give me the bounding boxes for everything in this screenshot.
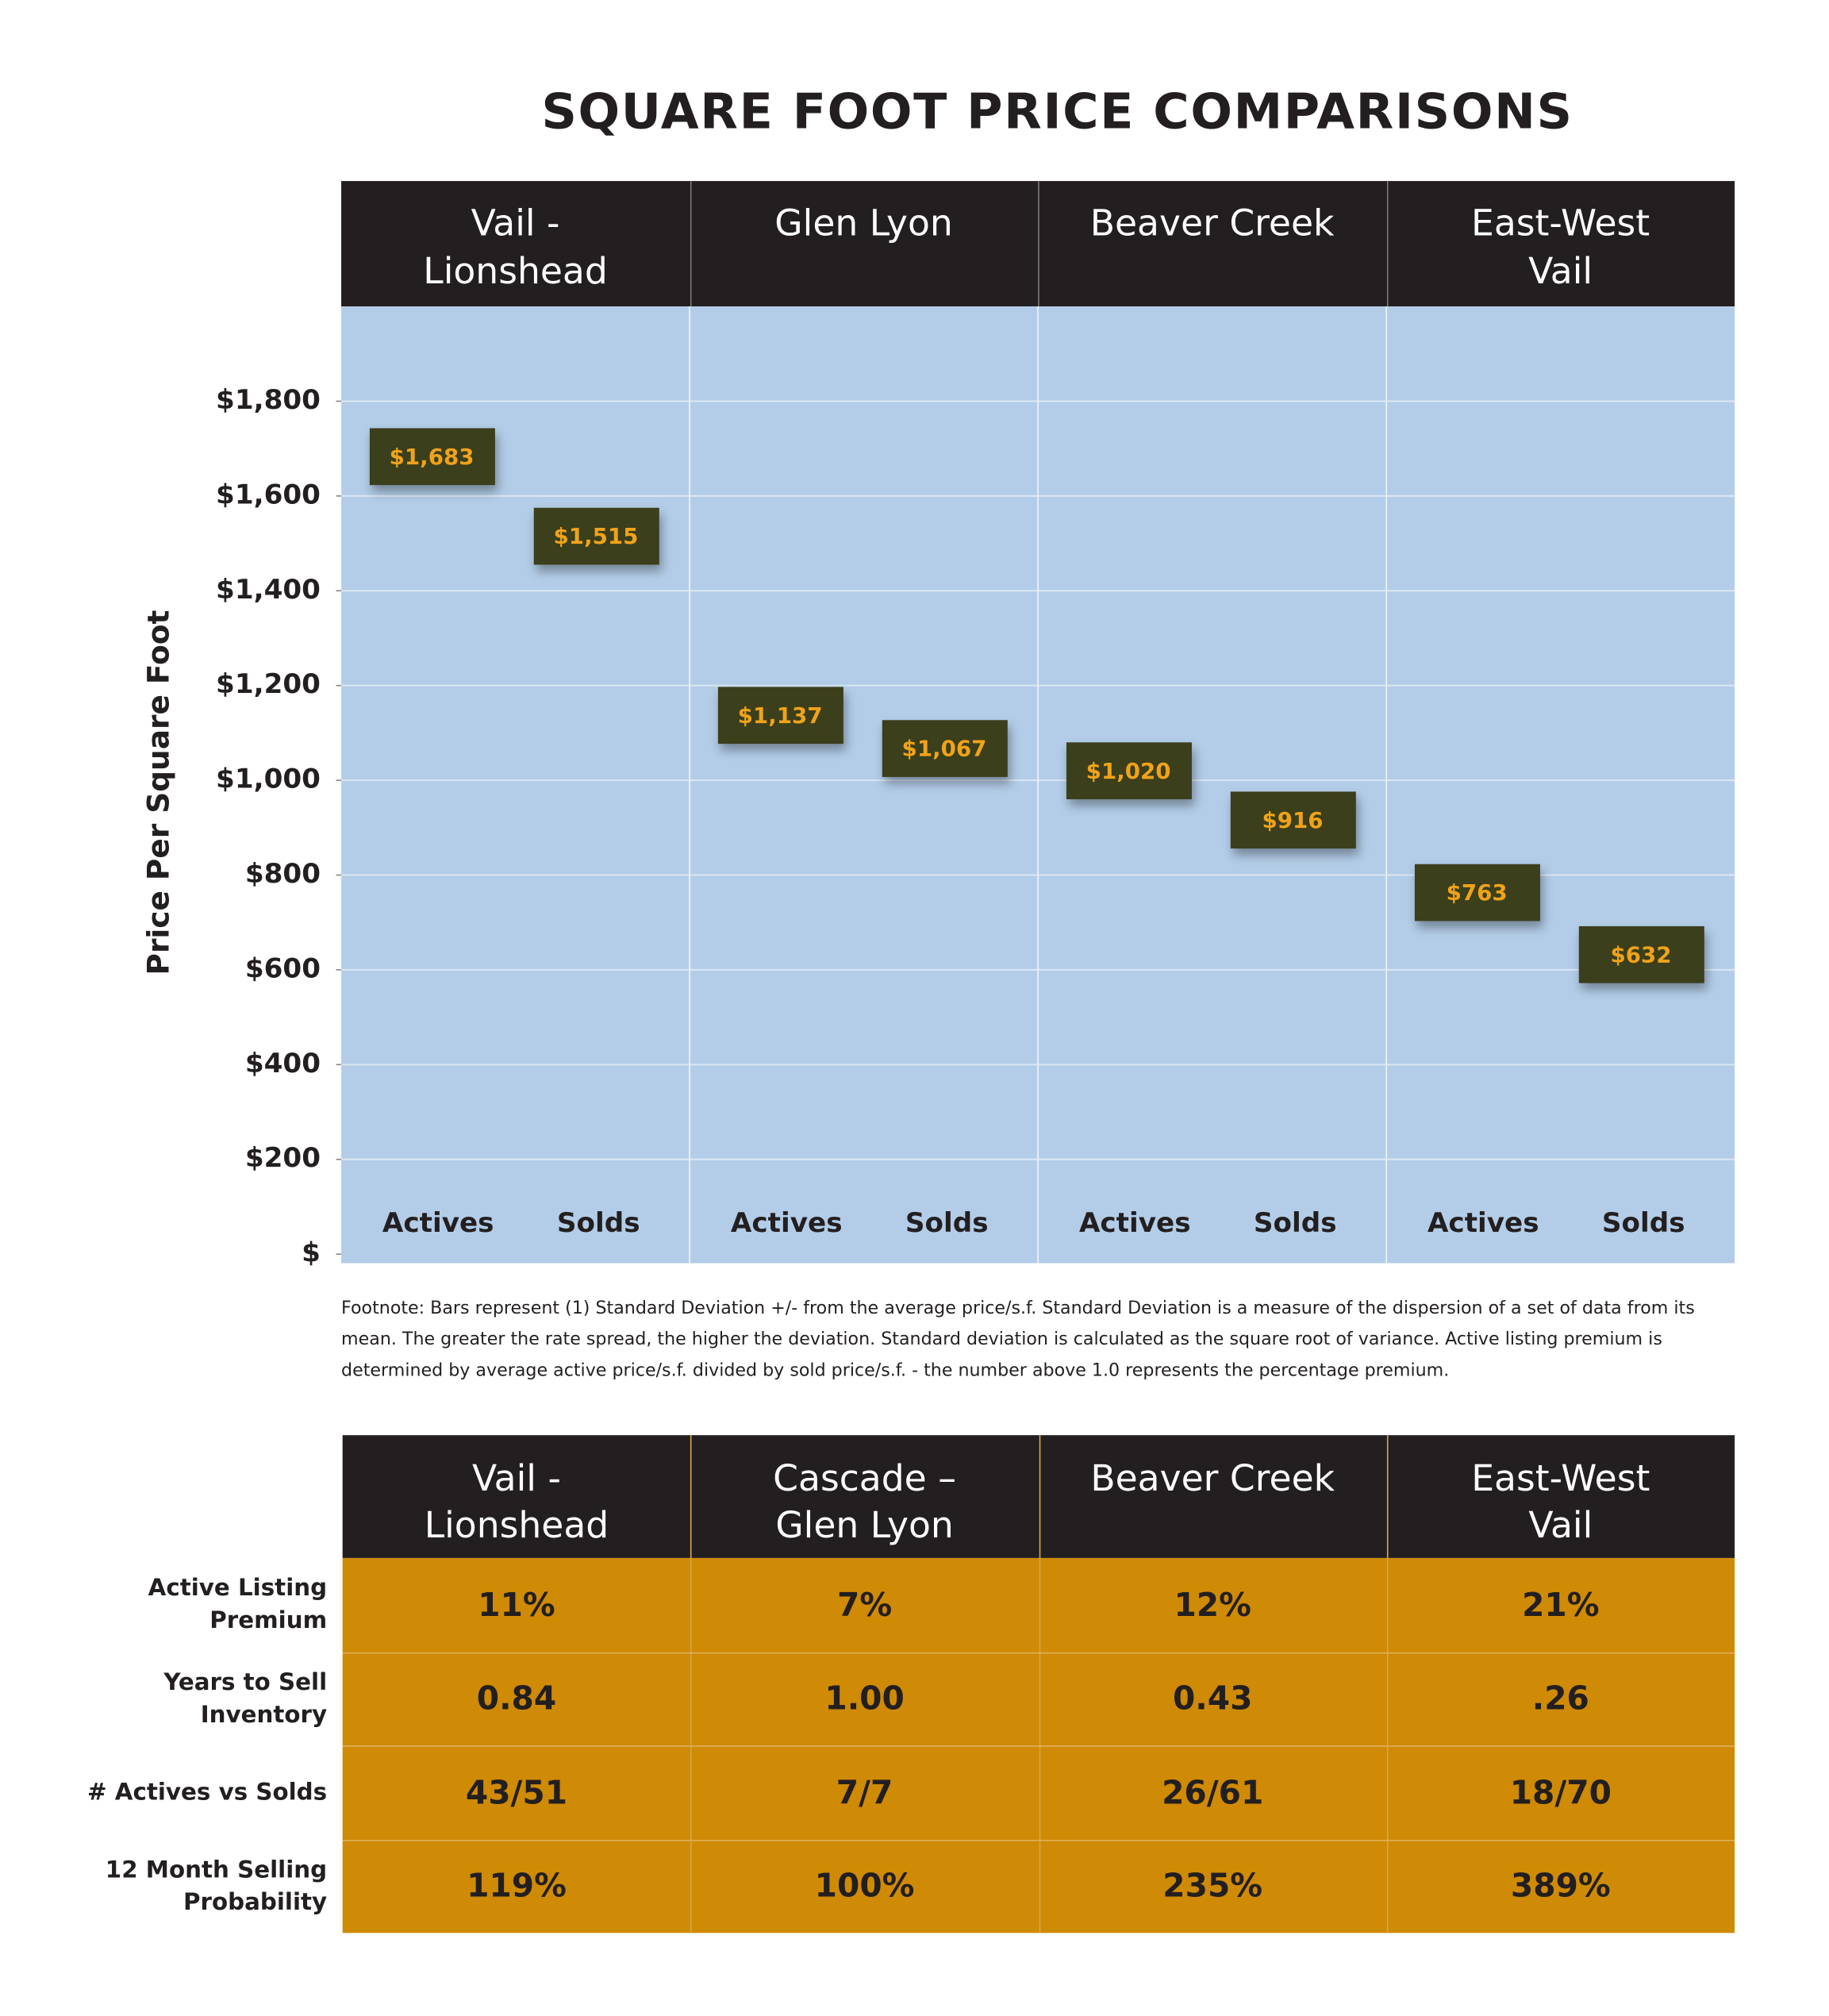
row-label: # Actives vs Solds <box>87 1779 328 1806</box>
header-divider <box>1038 181 1039 307</box>
column-divider <box>1386 1435 1389 1933</box>
value-label: $1,683 <box>390 444 475 470</box>
row-divider <box>342 1745 1735 1747</box>
value-label: $1,067 <box>902 736 987 762</box>
table-cell: 21% <box>1522 1586 1600 1624</box>
range-box <box>369 428 495 486</box>
row-label: 12 Month Selling Probability <box>105 1856 328 1916</box>
range-box <box>1066 742 1192 799</box>
table-header-band <box>342 1435 1735 1558</box>
row-divider <box>342 1839 1735 1841</box>
y-tick-label: $200 <box>245 1142 321 1174</box>
y-tick-label: $1,600 <box>216 479 321 510</box>
series-label: Solds <box>557 1207 640 1239</box>
table-cell: .26 <box>1531 1679 1589 1718</box>
table-cell: 43/51 <box>465 1773 568 1811</box>
table-cell: 119% <box>467 1867 567 1905</box>
value-label: $632 <box>1610 941 1671 968</box>
table-cell: 12% <box>1174 1586 1251 1624</box>
table-cell: 1.00 <box>824 1679 905 1718</box>
y-tick-label: $600 <box>245 952 321 984</box>
table-header: Vail - Lionshead <box>424 1456 609 1547</box>
table-cell: 7/7 <box>836 1773 893 1811</box>
table-cell: 18/70 <box>1509 1773 1612 1811</box>
category-header: East-West Vail <box>1471 202 1650 293</box>
range-box <box>717 687 843 744</box>
table-header: Beaver Creek <box>1090 1456 1335 1500</box>
category-header: Vail - Lionshead <box>423 202 608 293</box>
row-divider <box>342 1652 1735 1653</box>
value-label: $1,137 <box>738 702 823 729</box>
range-box <box>882 720 1008 777</box>
value-label: $916 <box>1262 807 1323 833</box>
chart-title: SQUARE FOOT PRICE COMPARISONS <box>541 83 1573 140</box>
range-box <box>1414 864 1540 921</box>
series-label: Actives <box>382 1207 494 1239</box>
column-divider <box>1038 1435 1040 1933</box>
range-box <box>1230 791 1356 849</box>
y-axis-title: Price Per Square Foot <box>140 610 175 975</box>
row-label: Years to Sell Inventory <box>163 1668 328 1729</box>
value-label: $1,515 <box>554 523 639 549</box>
value-label: $763 <box>1447 879 1508 906</box>
table-cell: 235% <box>1162 1867 1263 1905</box>
series-label: Actives <box>1427 1207 1539 1239</box>
range-box <box>533 507 659 565</box>
table-header: East-West Vail <box>1471 1456 1650 1547</box>
table-cell: 26/61 <box>1162 1773 1264 1811</box>
series-label: Solds <box>905 1207 989 1239</box>
y-tick-label: $800 <box>245 858 321 890</box>
table-cell: 11% <box>478 1586 555 1624</box>
column-divider <box>690 1435 692 1933</box>
y-tick-label: $1,200 <box>216 668 321 700</box>
y-tick-label: $ <box>302 1237 321 1269</box>
series-label: Solds <box>1602 1207 1685 1239</box>
series-label: Solds <box>1254 1207 1337 1239</box>
category-header: Glen Lyon <box>774 202 953 244</box>
header-divider <box>1386 181 1388 307</box>
range-box <box>1578 925 1704 983</box>
y-tick-label: $1,000 <box>216 764 321 795</box>
series-label: Actives <box>731 1207 843 1239</box>
series-label: Actives <box>1079 1207 1191 1239</box>
table-cell: 100% <box>814 1867 915 1905</box>
y-tick-label: $400 <box>245 1048 321 1079</box>
footnote: Footnote: Bars represent (1) Standard De… <box>341 1298 1695 1381</box>
table-cell: 0.84 <box>476 1679 557 1718</box>
table-header: Cascade – Glen Lyon <box>773 1456 957 1547</box>
table-cell: 7% <box>837 1586 893 1624</box>
y-tick-label: $1,800 <box>216 384 321 416</box>
header-divider <box>690 181 691 307</box>
y-tick-label: $1,400 <box>216 574 321 606</box>
row-label: Active Listing Premium <box>148 1575 328 1635</box>
table-cell: 389% <box>1510 1867 1611 1905</box>
category-header: Beaver Creek <box>1089 202 1335 244</box>
value-label: $1,020 <box>1086 758 1171 784</box>
table-cell: 0.43 <box>1172 1679 1253 1718</box>
